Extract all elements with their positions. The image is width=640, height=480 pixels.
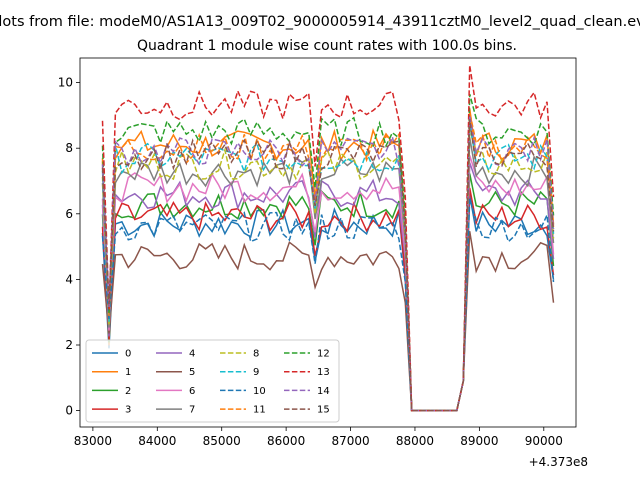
x-tick-label: 83000 — [74, 434, 112, 448]
legend-label-3: 3 — [125, 405, 131, 416]
figure-suptitle: Plots from file: modeM0/AS1A13_009T02_90… — [0, 14, 640, 30]
legend-label-8: 8 — [253, 349, 259, 360]
series-line-5 — [101, 231, 555, 412]
series-line-7 — [101, 137, 555, 412]
series-line-10 — [101, 198, 555, 412]
series-line-3 — [101, 187, 555, 412]
legend-label-2: 2 — [125, 386, 131, 397]
series-line-2 — [101, 173, 555, 412]
y-tick-label: 10 — [58, 76, 73, 90]
series-line-11 — [101, 111, 555, 412]
legend-label-6: 6 — [189, 386, 195, 397]
axes-frame — [79, 57, 577, 428]
x-tick-label: 86000 — [267, 434, 305, 448]
series-line-13 — [101, 65, 555, 412]
series-line-4 — [101, 162, 555, 412]
x-offset-label: +4.373e8 — [529, 455, 588, 469]
legend-label-11: 11 — [253, 405, 266, 416]
legend-label-13: 13 — [317, 367, 330, 378]
y-tick-label: 2 — [65, 338, 73, 352]
legend-label-14: 14 — [317, 386, 330, 397]
series-line-14 — [101, 115, 555, 412]
legend-box — [85, 339, 340, 423]
series-line-15 — [101, 119, 555, 412]
legend-label-10: 10 — [253, 386, 266, 397]
x-tick-label: 90000 — [525, 434, 563, 448]
legend-label-5: 5 — [189, 367, 195, 378]
x-tick-label: 87000 — [331, 434, 369, 448]
y-tick-label: 8 — [65, 141, 73, 155]
legend-label-0: 0 — [125, 349, 131, 360]
x-tick-label: 88000 — [396, 434, 434, 448]
x-tick-label: 89000 — [460, 434, 498, 448]
y-tick-label: 0 — [65, 404, 73, 418]
y-tick-label: 4 — [65, 272, 73, 286]
series-line-12 — [101, 93, 555, 412]
legend-label-1: 1 — [125, 367, 131, 378]
x-tick-label: 84000 — [138, 434, 176, 448]
series-layer — [101, 65, 555, 412]
legend-label-4: 4 — [189, 349, 195, 360]
legend-label-7: 7 — [189, 405, 195, 416]
legend-label-9: 9 — [253, 367, 259, 378]
legend-label-12: 12 — [317, 349, 330, 360]
y-tick-label: 6 — [65, 207, 73, 221]
chart-title: Quadrant 1 module wise count rates with … — [137, 38, 517, 54]
axes-layer: 83000 84000 85000 86000 87000 88000 89000 90000… — [58, 57, 577, 448]
series-line-8 — [101, 129, 555, 412]
legend-label-15: 15 — [317, 405, 330, 416]
series-line-6 — [101, 155, 555, 412]
x-tick-label: 85000 — [203, 434, 241, 448]
